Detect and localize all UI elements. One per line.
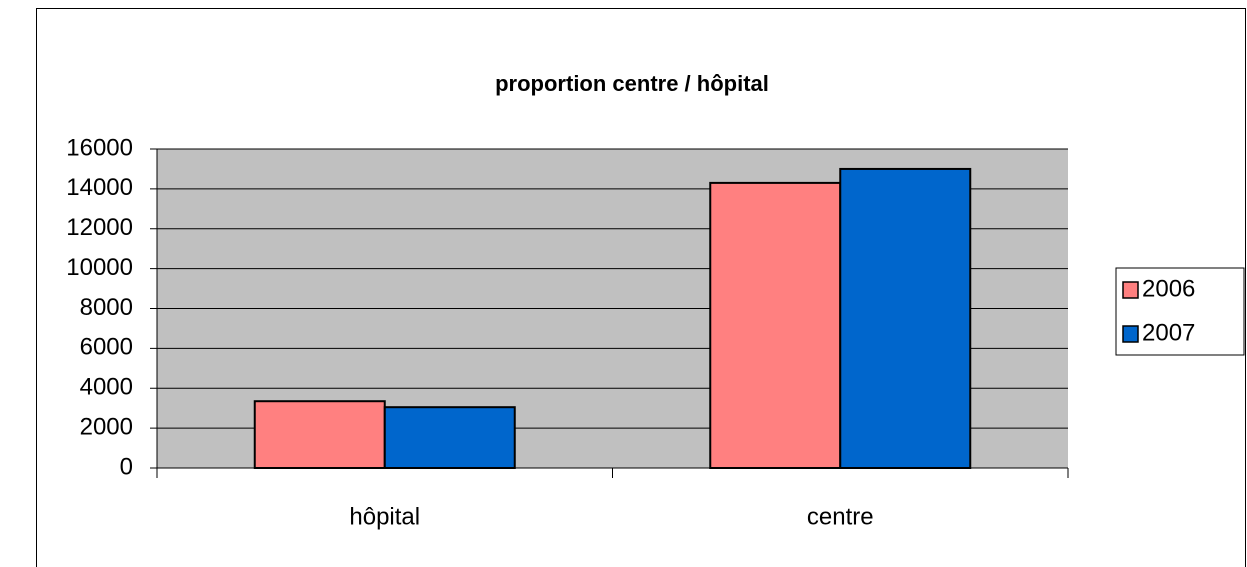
- bar: [253, 400, 386, 470]
- x-tick-label: centre: [807, 503, 874, 530]
- y-tick-label: 12000: [66, 214, 133, 241]
- legend-swatch: [1122, 281, 1139, 299]
- bar: [839, 167, 972, 469]
- y-tick-label: 10000: [66, 254, 133, 281]
- y-tick-label: 8000: [80, 294, 133, 321]
- x-tick-label: hôpital: [349, 503, 420, 530]
- y-tick-label: 4000: [80, 374, 133, 401]
- chart-title: proportion centre / hôpital: [495, 71, 769, 96]
- y-tick-label: 16000: [66, 134, 133, 161]
- legend-label: 2007: [1142, 319, 1195, 346]
- y-tick-label: 6000: [80, 334, 133, 361]
- legend-label: 2006: [1142, 275, 1195, 302]
- bar: [709, 181, 842, 470]
- legend-swatch: [1122, 325, 1139, 343]
- y-tick-label: 14000: [66, 174, 133, 201]
- y-tick-label: 2000: [80, 413, 133, 440]
- bar: [383, 406, 516, 469]
- y-tick-label: 0: [120, 453, 133, 480]
